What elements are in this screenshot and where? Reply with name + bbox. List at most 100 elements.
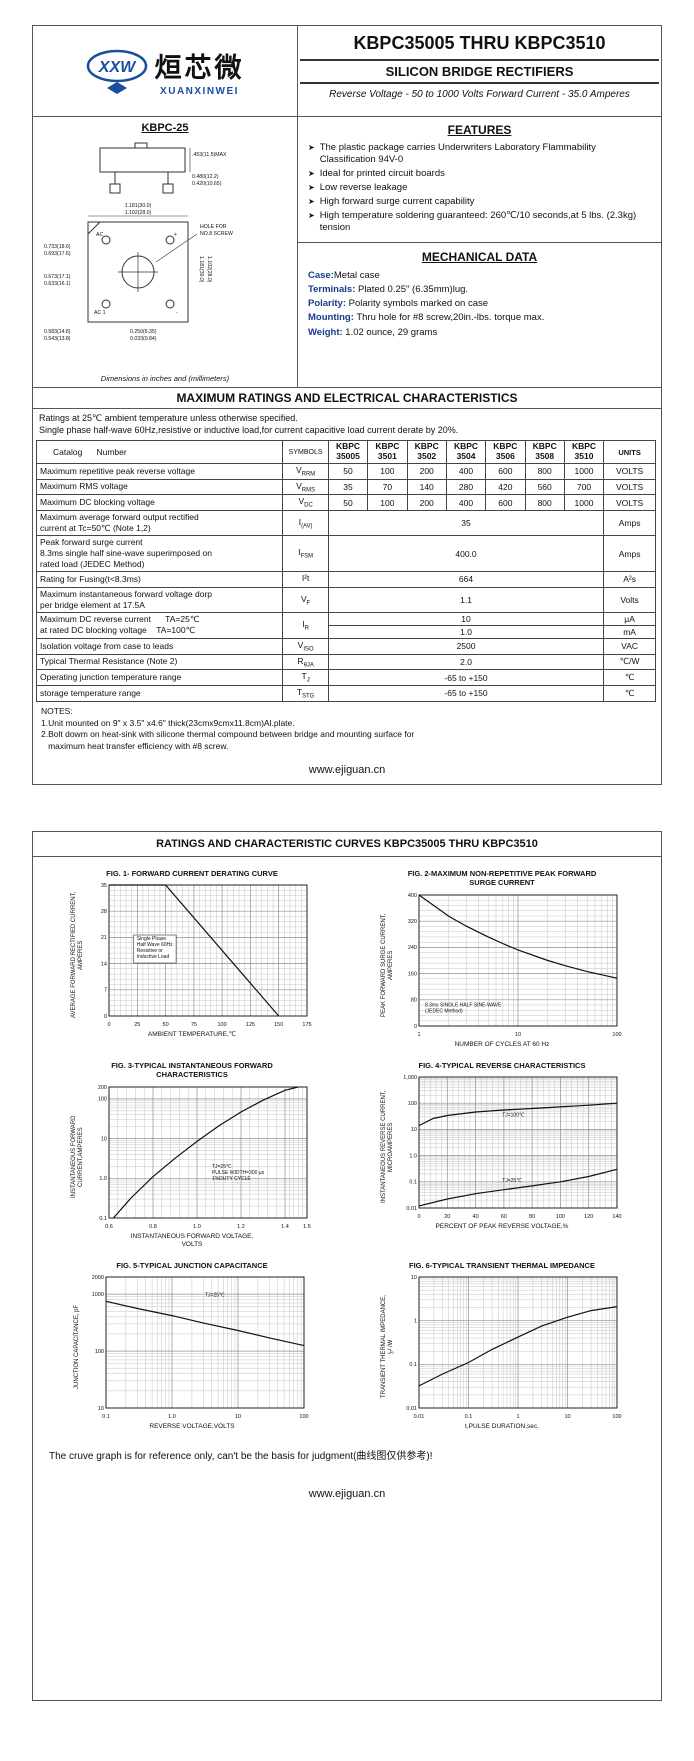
symbol-sub: θJA — [303, 662, 314, 669]
figure-6-title: FIG. 6-TYPICAL TRANSIENT THERMAL IMPEDAN… — [409, 1260, 595, 1270]
table-row: 1.0 mA — [37, 624, 656, 639]
mech-item-text: 1.02 ounce, 29 grams — [342, 326, 438, 338]
param-cell: Maximum DC reverse current TA=25℃ at rat… — [35, 611, 284, 639]
bullet-icon: ➤ — [308, 196, 315, 206]
feature-text: Ideal for printed circuit boards — [319, 167, 445, 179]
value-cell: 200 — [406, 462, 447, 480]
part-header-cell: KBPC 35005 — [327, 440, 369, 464]
feature-item: ➤ Low reverse leakage — [308, 182, 651, 194]
svg-text:14: 14 — [101, 962, 107, 968]
symbol-cell: TJ — [282, 669, 329, 686]
svg-text:160: 160 — [408, 971, 417, 977]
figure-6-x-axis-label: t,PULSE DURATION,sec. — [465, 1423, 539, 1431]
terminal-label-plus: + — [174, 232, 177, 238]
symbol-cell: VF — [282, 586, 329, 613]
value-cell: 1000 — [563, 494, 605, 511]
figure-4: FIG. 4-TYPICAL REVERSE CHARACTERISTICS I… — [347, 1061, 657, 1249]
table-row: Peak forward surge current 8.3ms single … — [35, 534, 656, 573]
figure-6-chart: 0.01 0.1 1 10 100 0.01 0.1 1 10 — [406, 1275, 621, 1420]
svg-text:1.0: 1.0 — [100, 1176, 108, 1182]
svg-text:1.0: 1.0 — [410, 1154, 418, 1160]
mechanical-data-title: MECHANICAL DATA — [421, 249, 538, 264]
feature-text: High temperature soldering guaranteed: 2… — [319, 209, 637, 233]
svg-text:35: 35 — [101, 883, 107, 889]
unit-cell: VAC — [603, 637, 656, 655]
value-cell: 1000 — [563, 462, 605, 480]
datasheet-page-1: XXW 烜芯微 XUANXINWEI KBPC35005 THRU KBPC35… — [32, 25, 662, 785]
table-row: Rating for Fusing(t<8.3ms) I²t 664 A²s — [35, 571, 656, 588]
param-cell: Typical Thermal Resistance (Note 2) — [35, 653, 284, 671]
symbol-sub: F — [306, 600, 311, 607]
symbol-base: V — [298, 496, 305, 507]
svg-text:40: 40 — [473, 1214, 479, 1220]
mech-item-label: Mounting: — [308, 312, 354, 324]
feature-item: ➤ High temperature soldering guaranteed: … — [308, 210, 651, 234]
figure-3-chart: 0.6 0.8 1.0 1.2 1.4 1.5 0.1 1.0 10 100 200 TJ=25℃ PU… — [98, 1084, 311, 1230]
hole-note-label: NO.8 SCREW — [200, 231, 233, 237]
param-cell: Maximum DC blocking voltage — [35, 494, 284, 511]
table-row: Operating junction temperature range TJ … — [35, 669, 656, 686]
svg-text:100: 100 — [408, 1101, 417, 1107]
param-cell: Maximum RMS voltage — [35, 478, 284, 496]
dimension-label: 0.033(0.84) — [130, 336, 157, 342]
figure-4-title: FIG. 4-TYPICAL REVERSE CHARACTERISTICS — [418, 1060, 586, 1070]
units-header-cell: UNITS — [603, 440, 656, 464]
symbol-sub: (AV) — [301, 523, 313, 530]
svg-text:0.1: 0.1 — [410, 1180, 418, 1186]
svg-text:1.0: 1.0 — [168, 1414, 176, 1420]
figure-3-x-axis-label: INSTANTANEOUS FORWARD VOLTAGE, VOLTS — [130, 1232, 254, 1248]
svg-text:200: 200 — [98, 1084, 107, 1090]
svg-text:175: 175 — [303, 1022, 312, 1028]
svg-text:0: 0 — [104, 1014, 107, 1020]
brand-name-cn: 烜芯微 — [154, 52, 245, 83]
catalog-header-cell: Catalog Number — [35, 440, 284, 464]
mech-item-text: Metal case — [333, 269, 380, 281]
ratings-section-title: MAXIMUM RATINGS AND ELECTRICAL CHARACTER… — [33, 388, 661, 409]
value-cell: -65 to +150 — [327, 684, 605, 702]
svg-text:320: 320 — [408, 919, 417, 925]
figures-grid: FIG. 1- FORWARD CURRENT DERATING CURVE A… — [33, 857, 661, 1431]
mech-item-label: Terminals: — [308, 283, 356, 295]
symbol-cell: RθJA — [282, 653, 329, 671]
mech-item: Weight: 1.02 ounce, 29 grams — [308, 326, 651, 340]
symbol-base: V — [297, 639, 304, 650]
table-row: Maximum instantaneous forward voltage do… — [35, 586, 656, 613]
symbol-cell: I(AV) — [282, 509, 329, 536]
bullet-icon: ➤ — [308, 143, 315, 152]
svg-text:150: 150 — [274, 1022, 283, 1028]
svg-text:0: 0 — [108, 1022, 111, 1028]
figure-4-x-axis-label: PERCENT OF PEAK REVERSE VOLTAGE,% — [435, 1223, 569, 1231]
svg-text:120: 120 — [584, 1214, 593, 1220]
reference-disclaimer: The cruve graph is for reference only, c… — [49, 1451, 433, 1463]
svg-text:0.01: 0.01 — [414, 1414, 425, 1420]
figure-2-title: FIG. 2-MAXIMUM NON-REPETITIVE PEAK FORWA… — [407, 869, 597, 888]
value-cell: 560 — [524, 478, 565, 496]
figure-3-y-axis-label: INSTANTANEOUS FORWARD CURRENT,AMPERES — [70, 1115, 84, 1198]
ratings-table: Catalog Number SYMBOLS KBPC 35005 KBPC 3… — [35, 440, 656, 702]
svg-text:10: 10 — [565, 1414, 571, 1420]
svg-text:1.5: 1.5 — [303, 1224, 311, 1230]
figure-5-title: FIG. 5-TYPICAL JUNCTION CAPACITANCE — [116, 1260, 268, 1270]
ratings-intro-line2: Single phase half-wave 60Hz,resistive or… — [39, 425, 459, 436]
mech-item-text: Thru hole for #8 screw,20in.-lbs. torque… — [353, 312, 545, 324]
figure-2: FIG. 2-MAXIMUM NON-REPETITIVE PEAK FORWA… — [347, 869, 657, 1049]
figure-4-chart: 0 20 40 60 80 100 120 140 0.01 0.1 1.0 10 100 1,000 TJ… — [403, 1075, 621, 1220]
features-title: FEATURES — [447, 123, 512, 137]
svg-text:8.3ms SINGLE HALF SINE-WAVE(JE: 8.3ms SINGLE HALF SINE-WAVE (JEDEC Method… — [425, 1002, 502, 1014]
value-cell: 2.0 — [327, 653, 605, 671]
unit-cell: ℃ — [603, 684, 656, 702]
unit-cell: VOLTS — [603, 462, 656, 480]
svg-text:10: 10 — [97, 1406, 103, 1412]
value-cell: 600 — [485, 494, 526, 511]
ratings-intro: Ratings at 25℃ ambient temperature unles… — [33, 409, 661, 437]
website-link[interactable]: www.ejiguan.cn — [308, 764, 386, 776]
unit-cell: ℃/W — [603, 653, 656, 671]
svg-text:20: 20 — [444, 1214, 450, 1220]
website-link[interactable]: www.ejiguan.cn — [308, 1488, 386, 1501]
hole-note-label: HOLE FOR — [200, 224, 227, 230]
figure-1-chart: 0 25 50 75 100 125 150 175 0 7 14 21 28 35 Single Phas… — [101, 883, 312, 1028]
svg-text:0: 0 — [414, 1024, 417, 1030]
svg-text:0.1: 0.1 — [102, 1414, 110, 1420]
feature-item: ➤ High forward surge current capability — [308, 196, 651, 208]
